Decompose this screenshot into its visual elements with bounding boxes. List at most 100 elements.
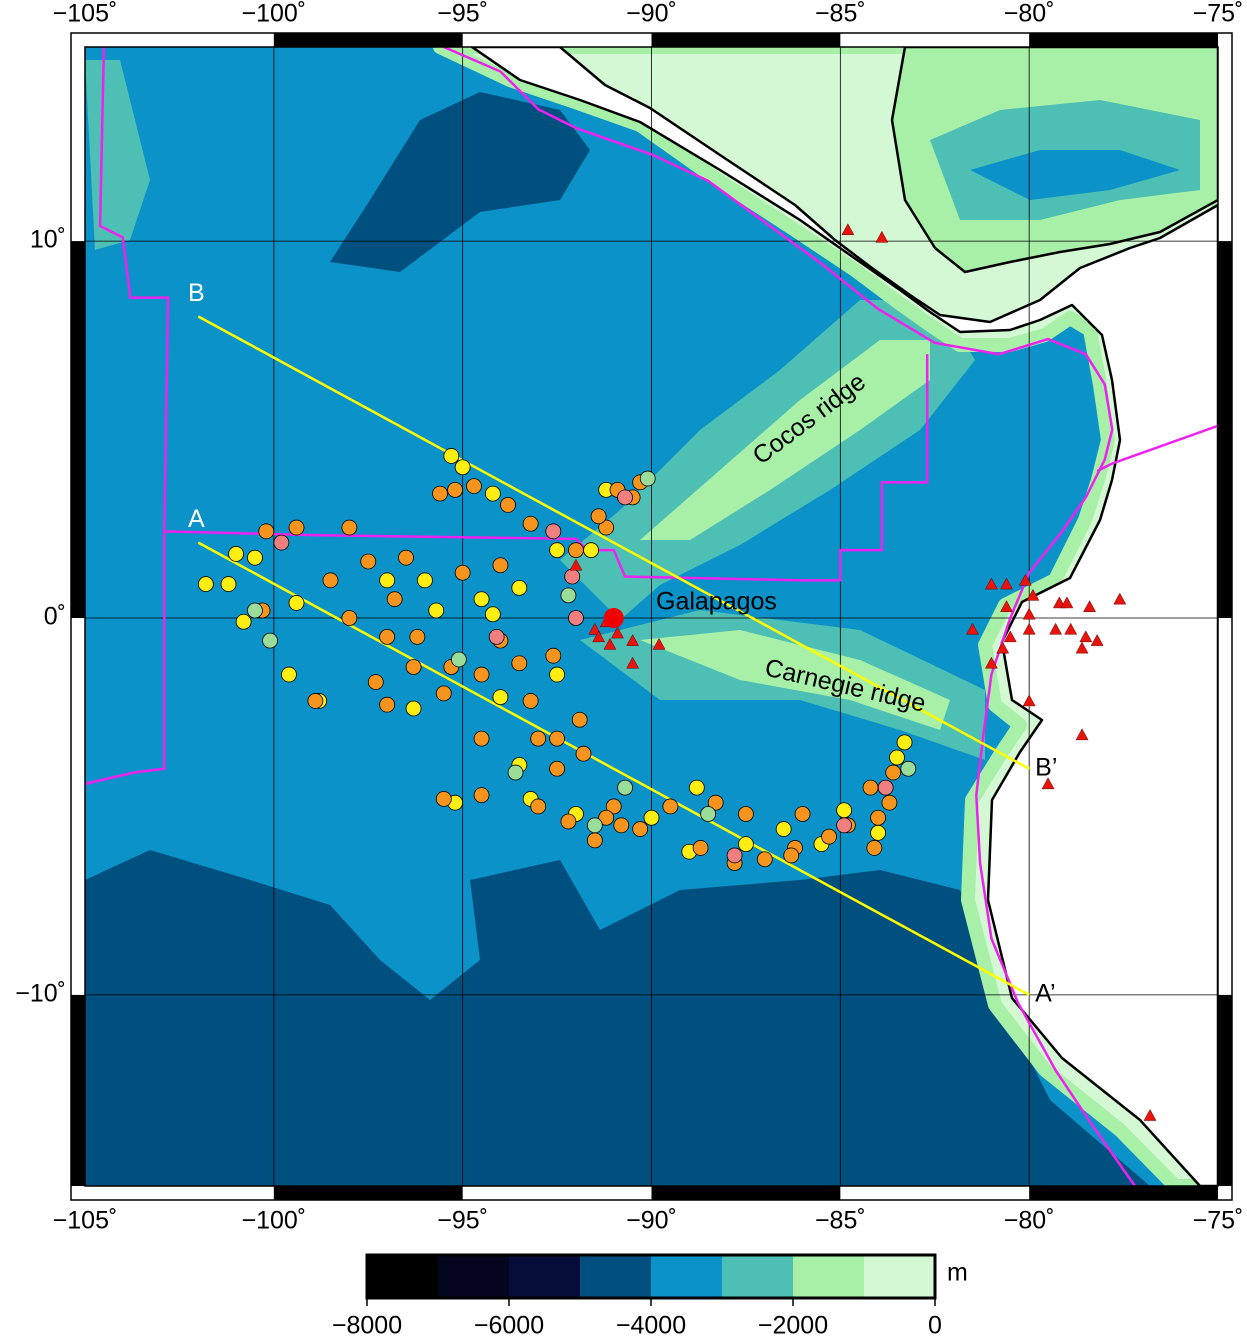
earthquake [598, 519, 615, 536]
earthquake [598, 809, 615, 826]
volcano [569, 558, 583, 571]
ridge-crest [640, 630, 950, 730]
frame [70, 32, 1233, 1201]
ridge-crest [640, 340, 930, 540]
earthquake [522, 693, 539, 709]
earthquake [821, 828, 837, 845]
earthquake [386, 591, 403, 608]
frame-segment [1218, 241, 1232, 619]
volcano [1022, 607, 1036, 620]
earthquake [341, 610, 358, 626]
plate-boundary [164, 354, 929, 582]
earthquake [511, 579, 528, 596]
frame-segment [273, 33, 463, 47]
x-tick-label: −75˚ [1193, 1207, 1244, 1235]
earthquake [288, 519, 305, 536]
volcano [1113, 592, 1127, 605]
x-tick-label: −100˚ [242, 1207, 307, 1235]
earthquake [530, 730, 547, 747]
earthquake [756, 851, 773, 868]
earthquake [568, 610, 584, 626]
volcano [1075, 641, 1089, 654]
earthquake [484, 485, 501, 502]
earthquake [466, 478, 482, 494]
earthquake [571, 711, 588, 728]
earthquake [379, 696, 396, 713]
earthquake [549, 542, 565, 559]
volcano [611, 626, 624, 639]
profile-end-label: A’ [1035, 980, 1055, 1008]
earthquake [492, 689, 509, 706]
earthquake [258, 523, 275, 540]
earthquake [247, 549, 263, 566]
volcano [1075, 728, 1089, 741]
y-tick-label: 0˚ [44, 603, 66, 631]
earthquake [473, 591, 490, 608]
earthquake [738, 836, 754, 853]
earthquake [454, 564, 471, 581]
earthquake [726, 847, 743, 864]
earthquake [870, 824, 886, 841]
colorbar-segment [864, 1255, 935, 1298]
earthquake [586, 817, 603, 834]
earthquake [617, 489, 633, 506]
earthquake [405, 700, 422, 717]
earthquake [688, 779, 705, 796]
earthquake [379, 628, 396, 645]
frame-segment [71, 241, 85, 619]
earthquake [447, 481, 464, 498]
earthquake [341, 519, 358, 536]
earthquake [583, 542, 599, 559]
earthquake [322, 572, 339, 589]
earthquake [488, 628, 505, 645]
volcano [1022, 622, 1036, 635]
volcano [652, 637, 666, 650]
earthquake [367, 674, 384, 690]
deep-basin [85, 850, 1150, 1186]
earthquake [522, 515, 539, 532]
x-tick-label: −100˚ [242, 0, 307, 28]
x-tick-label: −105˚ [53, 1207, 118, 1235]
earthquake [228, 546, 244, 562]
earthquake [247, 602, 263, 619]
earthquake [639, 470, 656, 487]
earthquake [590, 508, 607, 525]
place-label: Galapagos [656, 588, 777, 616]
volcano [984, 656, 998, 669]
colorbar-segment [651, 1255, 722, 1298]
frame-segment [651, 33, 841, 47]
frame-segment [651, 1186, 841, 1200]
colorbar-tick-label: −2000 [758, 1312, 828, 1340]
earthquake [605, 798, 622, 815]
colorbar-tick-label: 0 [928, 1312, 942, 1340]
colorbar-segment [722, 1255, 793, 1298]
earthquake [360, 553, 377, 570]
earthquake [409, 628, 426, 645]
earthquake [530, 798, 547, 815]
earthquake [866, 840, 883, 856]
profile-end-label: B’ [1035, 753, 1057, 781]
earthquake [775, 821, 792, 837]
volcano [996, 641, 1010, 654]
earthquake [454, 459, 471, 476]
profile-start-label: A [188, 505, 205, 533]
colorbar-segment [580, 1255, 651, 1298]
volcano [1000, 577, 1013, 590]
earthquake [889, 749, 905, 766]
volcano [626, 634, 640, 646]
plate-boundary [443, 47, 1136, 1186]
deep-basin [330, 92, 590, 272]
earthquake [836, 817, 853, 834]
caribbean-basin [970, 150, 1180, 200]
earthquake [473, 730, 490, 747]
earthquake [473, 666, 490, 683]
earthquake [197, 576, 214, 592]
earthquake [575, 745, 592, 762]
earthquake [836, 802, 853, 819]
earthquake [560, 813, 577, 830]
earthquake [473, 787, 490, 804]
earthquake [288, 595, 305, 611]
x-tick-label: −80˚ [1004, 1207, 1055, 1235]
volcano [1049, 622, 1063, 635]
